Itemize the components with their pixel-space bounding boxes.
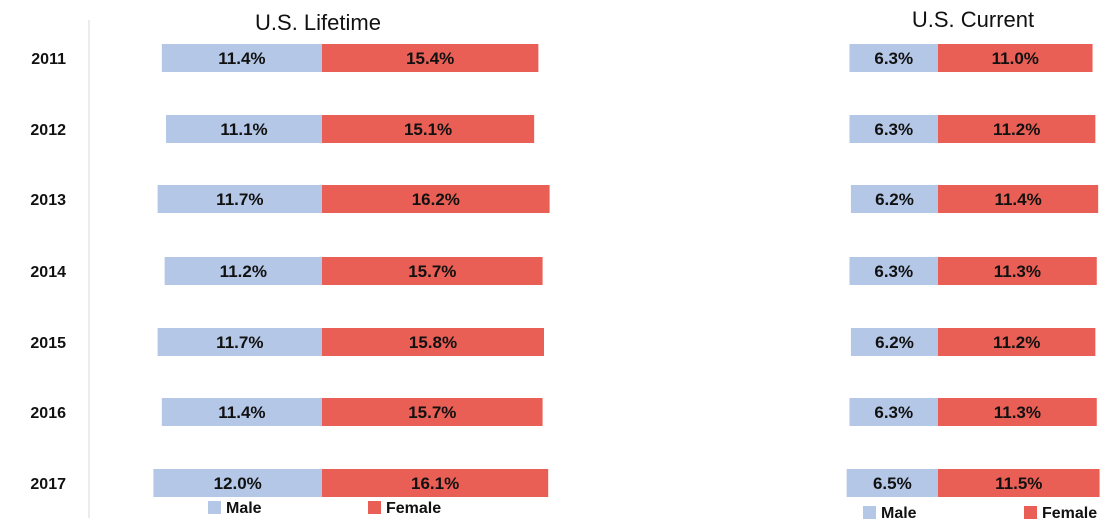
legend: Male Female [863,505,1097,522]
data-label-female-2015: 11.2% [993,333,1040,352]
data-label-female-2017: 16.1% [411,474,459,493]
legend-label-male: Male [226,500,262,517]
bar-male-2012 [166,115,322,143]
bar-female-2016 [938,398,1097,426]
data-label-male-2012: 6.3% [874,120,913,139]
year-label-2017: 2017 [30,476,66,493]
data-label-male-2017: 6.5% [873,474,912,493]
legend-swatch-male [208,501,221,514]
legend: Male Female [208,500,441,517]
bar-male-2017 [846,469,938,497]
data-label-female-2016: 15.7% [408,403,456,422]
bar-male-2016 [161,398,322,426]
bar-male-2015 [850,328,938,356]
legend-label-female: Female [1042,505,1097,522]
data-label-male-2015: 6.2% [875,333,914,352]
data-label-male-2011: 6.3% [874,49,913,68]
bar-male-2014 [849,257,938,285]
bar-female-2011 [938,44,1093,72]
bar-female-2016 [322,398,543,426]
bar-male-2011 [161,44,322,72]
data-label-female-2011: 11.0% [992,49,1039,68]
year-labels: 2011 2012 2013 2014 2015 2016 2017 [30,51,66,493]
bar-male-2016 [849,398,938,426]
data-label-female-2015: 15.8% [409,333,457,352]
bar-female-2012 [938,115,1096,143]
year-label-2016: 2016 [30,405,66,422]
bar-female-2013 [322,185,550,213]
chart-title: U.S. Current [912,7,1034,32]
data-label-female-2017: 11.5% [995,474,1042,493]
legend-swatch-female [1024,506,1037,519]
bar-female-2012 [322,115,535,143]
data-label-female-2013: 11.4% [994,190,1041,209]
data-label-female-2013: 16.2% [412,190,460,209]
data-label-female-2012: 15.1% [404,120,452,139]
data-label-male-2013: 11.7% [216,190,263,209]
year-label-2013: 2013 [30,192,66,209]
data-label-male-2015: 11.7% [216,333,263,352]
bar-female-2015 [938,328,1096,356]
data-label-male-2016: 6.3% [874,403,913,422]
bar-male-2015 [157,328,322,356]
bar-female-2015 [322,328,544,356]
bar-female-2017 [938,469,1100,497]
year-label-2015: 2015 [30,335,66,352]
data-label-male-2014: 11.2% [220,262,267,281]
year-label-2011: 2011 [31,51,66,68]
bar-female-2014 [938,257,1097,285]
data-label-female-2014: 11.3% [994,262,1041,281]
legend-label-female: Female [386,500,441,517]
bar-female-2013 [938,185,1099,213]
year-label-2012: 2012 [30,122,66,139]
legend-swatch-male [863,506,876,519]
data-label-male-2017: 12.0% [214,474,262,493]
data-label-male-2016: 11.4% [218,403,265,422]
data-label-male-2011: 11.4% [218,49,265,68]
panel-lifetime: U.S. Lifetime 11.4% 15.4% 11.1% 15.1% 11.7% 16… [153,10,550,517]
data-label-female-2016: 11.3% [994,403,1041,422]
data-label-male-2013: 6.2% [875,190,914,209]
bar-male-2011 [849,44,938,72]
data-label-female-2014: 15.7% [408,262,456,281]
year-label-2014: 2014 [30,264,66,281]
data-label-female-2011: 15.4% [406,49,454,68]
bar-male-2013 [850,185,938,213]
bar-male-2013 [157,185,322,213]
legend-swatch-female [368,501,381,514]
bar-female-2014 [322,257,543,285]
data-label-male-2012: 11.1% [220,120,267,139]
legend-label-male: Male [881,505,917,522]
bar-female-2017 [322,469,549,497]
bar-male-2012 [849,115,938,143]
chart-title: U.S. Lifetime [255,10,381,35]
data-label-male-2014: 6.3% [874,262,913,281]
bar-female-2011 [322,44,539,72]
panel-current: U.S. Current 6.3% 11.0% 6.3% 11.2% 6.2% 11.4% 6… [846,7,1100,522]
bar-male-2017 [153,469,322,497]
bar-male-2014 [164,257,322,285]
data-label-female-2012: 11.2% [993,120,1040,139]
